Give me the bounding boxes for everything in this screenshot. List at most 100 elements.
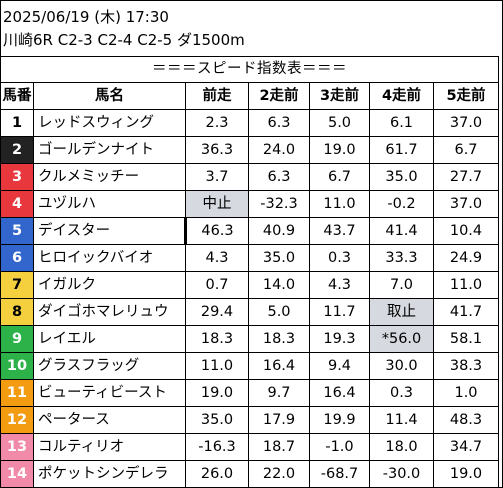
table-row: 5 デイスター 46.3 40.9 43.7 41.4 10.4 — [0, 217, 499, 245]
table-row: 6 ヒロイックバイオ 4.3 35.0 0.3 33.3 24.9 — [0, 244, 499, 272]
speed-index-cell: 43.7 — [309, 217, 370, 245]
speed-index-cell: 3.7 — [185, 163, 249, 191]
speed-index-cell: 6.3 — [248, 163, 310, 191]
speed-index-cell: -1.0 — [309, 433, 370, 461]
speed-index-cell: 6.7 — [309, 163, 370, 191]
speed-index-cell: 4.3 — [185, 244, 249, 272]
speed-index-cell: 取止 — [369, 298, 434, 326]
speed-index-cell: 41.7 — [433, 298, 499, 326]
horse-name-cell: ゴールデンナイト — [33, 136, 186, 164]
table-header-row: 馬番 馬名 前走 2走前 3走前 4走前 5走前 — [0, 82, 499, 110]
speed-index-cell: 5.0 — [309, 109, 370, 137]
horse-number-cell: 4 — [0, 190, 34, 218]
speed-index-cell: 18.3 — [185, 325, 249, 353]
speed-index-cell: 2.3 — [185, 109, 249, 137]
horse-name-cell: レッドスウィング — [33, 109, 186, 137]
speed-index-cell: 9.4 — [309, 352, 370, 380]
horse-number-cell: 7 — [0, 271, 34, 299]
speed-index-cell: 11.0 — [309, 190, 370, 218]
speed-index-table: ＝＝＝スピード指数表＝＝＝ 馬番 馬名 前走 2走前 3走前 4走前 5走前 1… — [0, 56, 499, 488]
speed-index-cell: 18.3 — [248, 325, 310, 353]
speed-index-cell: 1.0 — [433, 379, 499, 407]
col-header-5-races-ago: 5走前 — [433, 82, 499, 110]
speed-index-cell: 19.9 — [309, 406, 370, 434]
speed-index-cell: 11.7 — [309, 298, 370, 326]
speed-index-cell: 35.0 — [369, 163, 434, 191]
table-row: 11 ビューティビースト 19.0 9.7 16.4 0.3 1.0 — [0, 379, 499, 407]
speed-index-cell: 34.7 — [433, 433, 499, 461]
table-row: 9 レイエル 18.3 18.3 19.3 *56.0 58.1 — [0, 325, 499, 353]
horse-name-cell: コルティリオ — [33, 433, 186, 461]
speed-index-cell: 4.3 — [309, 271, 370, 299]
speed-index-cell: -30.0 — [369, 460, 434, 488]
table-row: 2 ゴールデンナイト 36.3 24.0 19.0 61.7 6.7 — [0, 136, 499, 164]
horse-name-cell: ポケットシンデレラ — [33, 460, 186, 488]
table-row: 7 イガルク 0.7 14.0 4.3 7.0 11.0 — [0, 271, 499, 299]
col-header-horse-name: 馬名 — [33, 82, 186, 110]
speed-index-cell: 41.4 — [369, 217, 434, 245]
speed-index-cell: 30.0 — [369, 352, 434, 380]
col-header-2-races-ago: 2走前 — [248, 82, 310, 110]
speed-index-cell: 11.0 — [185, 352, 249, 380]
speed-index-cell: 5.0 — [248, 298, 310, 326]
speed-index-cell: 24.9 — [433, 244, 499, 272]
horse-number-cell: 5 — [0, 217, 34, 245]
speed-index-cell: 35.0 — [185, 406, 249, 434]
speed-index-cell: 18.7 — [248, 433, 310, 461]
table-title: ＝＝＝スピード指数表＝＝＝ — [0, 56, 499, 83]
horse-number-cell: 14 — [0, 460, 34, 488]
horse-name-cell: ペータース — [33, 406, 186, 434]
col-header-last-race: 前走 — [185, 82, 249, 110]
speed-index-cell: 27.7 — [433, 163, 499, 191]
speed-index-cell: *56.0 — [369, 325, 434, 353]
speed-index-cell: 11.0 — [433, 271, 499, 299]
speed-index-cell: 37.0 — [433, 190, 499, 218]
speed-index-cell: -32.3 — [248, 190, 310, 218]
horse-number-cell: 2 — [0, 136, 34, 164]
horse-name-cell: ヒロイックバイオ — [33, 244, 186, 272]
speed-index-cell: 0.3 — [369, 379, 434, 407]
horse-name-cell: グラスフラッグ — [33, 352, 186, 380]
speed-index-cell: 9.7 — [248, 379, 310, 407]
col-header-number: 馬番 — [0, 82, 34, 110]
speed-index-cell: -68.7 — [309, 460, 370, 488]
speed-index-cell: 14.0 — [248, 271, 310, 299]
speed-index-cell: 37.0 — [433, 109, 499, 137]
speed-index-cell: 19.3 — [309, 325, 370, 353]
horse-number-cell: 9 — [0, 325, 34, 353]
table-row: 4 ユヅルハ 中止 -32.3 11.0 -0.2 37.0 — [0, 190, 499, 218]
speed-index-cell: -16.3 — [185, 433, 249, 461]
speed-index-cell: 24.0 — [248, 136, 310, 164]
speed-index-cell: 48.3 — [433, 406, 499, 434]
horse-number-cell: 1 — [0, 109, 34, 137]
speed-index-cell: 0.7 — [185, 271, 249, 299]
horse-name-cell: ダイゴホマレリュウ — [33, 298, 186, 326]
speed-index-cell: 58.1 — [433, 325, 499, 353]
horse-name-cell: レイエル — [33, 325, 186, 353]
speed-index-cell: 46.3 — [184, 217, 249, 245]
table-row: 8 ダイゴホマレリュウ 29.4 5.0 11.7 取止 41.7 — [0, 298, 499, 326]
speed-index-cell: 16.4 — [309, 379, 370, 407]
table-row: 10 グラスフラッグ 11.0 16.4 9.4 30.0 38.3 — [0, 352, 499, 380]
speed-index-cell: 17.9 — [248, 406, 310, 434]
horse-number-cell: 13 — [0, 433, 34, 461]
speed-index-cell: 19.0 — [433, 460, 499, 488]
col-header-4-races-ago: 4走前 — [369, 82, 434, 110]
speed-index-cell: -0.2 — [369, 190, 434, 218]
speed-index-cell: 29.4 — [185, 298, 249, 326]
speed-index-cell: 16.4 — [248, 352, 310, 380]
speed-index-cell: 10.4 — [433, 217, 499, 245]
horse-name-cell: クルメミッチー — [33, 163, 186, 191]
speed-index-cell: 0.3 — [309, 244, 370, 272]
horse-name-cell: ユヅルハ — [33, 190, 186, 218]
speed-index-cell: 6.3 — [248, 109, 310, 137]
speed-index-cell: 19.0 — [185, 379, 249, 407]
speed-index-cell: 26.0 — [185, 460, 249, 488]
speed-index-cell: 6.7 — [433, 136, 499, 164]
horse-number-cell: 8 — [0, 298, 34, 326]
table-row: 3 クルメミッチー 3.7 6.3 6.7 35.0 27.7 — [0, 163, 499, 191]
table-row: 1 レッドスウィング 2.3 6.3 5.0 6.1 37.0 — [0, 109, 499, 137]
table-row: 12 ペータース 35.0 17.9 19.9 11.4 48.3 — [0, 406, 499, 434]
horse-name-cell: イガルク — [33, 271, 186, 299]
horse-name-cell: デイスター — [33, 217, 186, 245]
